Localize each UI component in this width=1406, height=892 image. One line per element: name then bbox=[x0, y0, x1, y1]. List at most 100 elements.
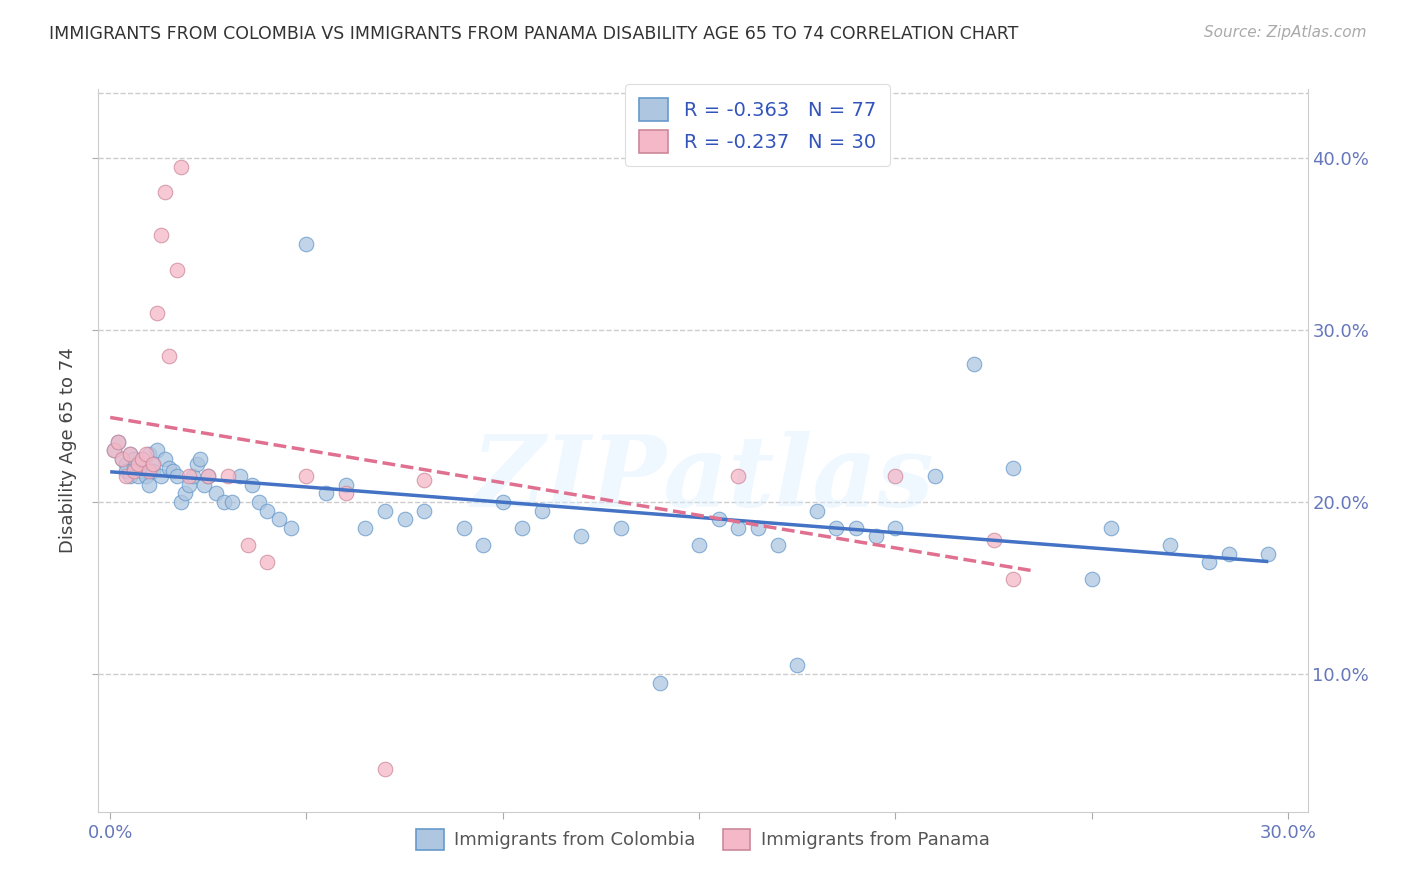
Point bbox=[786, 658, 808, 673]
Point bbox=[884, 469, 907, 483]
Point bbox=[135, 460, 157, 475]
Point bbox=[157, 349, 180, 363]
Point bbox=[315, 486, 337, 500]
Point bbox=[118, 469, 141, 483]
Point bbox=[157, 460, 180, 475]
Point bbox=[177, 469, 200, 483]
Point bbox=[413, 503, 436, 517]
Point bbox=[236, 538, 259, 552]
Point bbox=[727, 521, 749, 535]
Point bbox=[127, 457, 149, 471]
Point bbox=[127, 469, 149, 483]
Point bbox=[1002, 573, 1025, 587]
Point bbox=[217, 469, 239, 483]
Point bbox=[142, 464, 165, 478]
Point bbox=[131, 452, 153, 467]
Point bbox=[569, 529, 592, 543]
Point bbox=[135, 469, 157, 483]
Point bbox=[212, 495, 235, 509]
Point bbox=[707, 512, 730, 526]
Point bbox=[1159, 538, 1181, 552]
Point bbox=[122, 452, 145, 467]
Point bbox=[115, 464, 138, 478]
Point bbox=[295, 237, 318, 252]
Point bbox=[197, 469, 219, 483]
Point bbox=[247, 495, 270, 509]
Point bbox=[118, 447, 141, 461]
Point bbox=[107, 434, 129, 449]
Text: Source: ZipAtlas.com: Source: ZipAtlas.com bbox=[1204, 25, 1367, 40]
Point bbox=[153, 452, 176, 467]
Point bbox=[472, 538, 495, 552]
Point bbox=[806, 503, 828, 517]
Point bbox=[240, 478, 263, 492]
Point bbox=[825, 521, 848, 535]
Legend: Immigrants from Colombia, Immigrants from Panama: Immigrants from Colombia, Immigrants fro… bbox=[409, 822, 997, 857]
Point bbox=[295, 469, 318, 483]
Point bbox=[111, 452, 134, 467]
Point bbox=[166, 469, 188, 483]
Point bbox=[122, 460, 145, 475]
Point bbox=[181, 469, 204, 483]
Point bbox=[186, 457, 208, 471]
Point bbox=[983, 533, 1005, 547]
Point bbox=[531, 503, 554, 517]
Point bbox=[1099, 521, 1122, 535]
Point bbox=[131, 452, 153, 467]
Point bbox=[374, 762, 396, 776]
Point bbox=[963, 358, 986, 372]
Point bbox=[138, 478, 160, 492]
Point bbox=[1002, 460, 1025, 475]
Point bbox=[138, 464, 160, 478]
Point bbox=[103, 443, 125, 458]
Point bbox=[150, 228, 173, 243]
Point bbox=[103, 443, 125, 458]
Point bbox=[267, 512, 290, 526]
Point bbox=[335, 486, 357, 500]
Point bbox=[177, 478, 200, 492]
Point bbox=[256, 503, 278, 517]
Point bbox=[197, 469, 219, 483]
Point bbox=[727, 469, 749, 483]
Point bbox=[354, 521, 377, 535]
Point bbox=[111, 452, 134, 467]
Point bbox=[1218, 547, 1240, 561]
Point bbox=[115, 457, 138, 471]
Point bbox=[1257, 547, 1279, 561]
Point bbox=[146, 306, 169, 320]
Point bbox=[118, 447, 141, 461]
Point bbox=[170, 160, 193, 174]
Point bbox=[648, 675, 671, 690]
Point bbox=[162, 464, 184, 478]
Point bbox=[394, 512, 416, 526]
Point bbox=[115, 469, 138, 483]
Point bbox=[766, 538, 789, 552]
Point bbox=[512, 521, 534, 535]
Point bbox=[924, 469, 946, 483]
Point bbox=[150, 469, 173, 483]
Point bbox=[865, 529, 887, 543]
Point bbox=[107, 434, 129, 449]
Point bbox=[1198, 555, 1220, 569]
Point bbox=[173, 486, 195, 500]
Point bbox=[127, 457, 149, 471]
Point bbox=[688, 538, 710, 552]
Point bbox=[221, 495, 243, 509]
Point bbox=[193, 478, 215, 492]
Point bbox=[170, 495, 193, 509]
Point bbox=[229, 469, 252, 483]
Point bbox=[135, 447, 157, 461]
Text: IMMIGRANTS FROM COLOMBIA VS IMMIGRANTS FROM PANAMA DISABILITY AGE 65 TO 74 CORRE: IMMIGRANTS FROM COLOMBIA VS IMMIGRANTS F… bbox=[49, 25, 1018, 43]
Point bbox=[453, 521, 475, 535]
Point bbox=[166, 263, 188, 277]
Point bbox=[884, 521, 907, 535]
Point bbox=[335, 478, 357, 492]
Point bbox=[374, 503, 396, 517]
Point bbox=[153, 186, 176, 200]
Point bbox=[131, 464, 153, 478]
Point bbox=[205, 486, 228, 500]
Text: ZIPatlas: ZIPatlas bbox=[472, 431, 934, 527]
Point bbox=[256, 555, 278, 569]
Point bbox=[142, 457, 165, 471]
Point bbox=[747, 521, 769, 535]
